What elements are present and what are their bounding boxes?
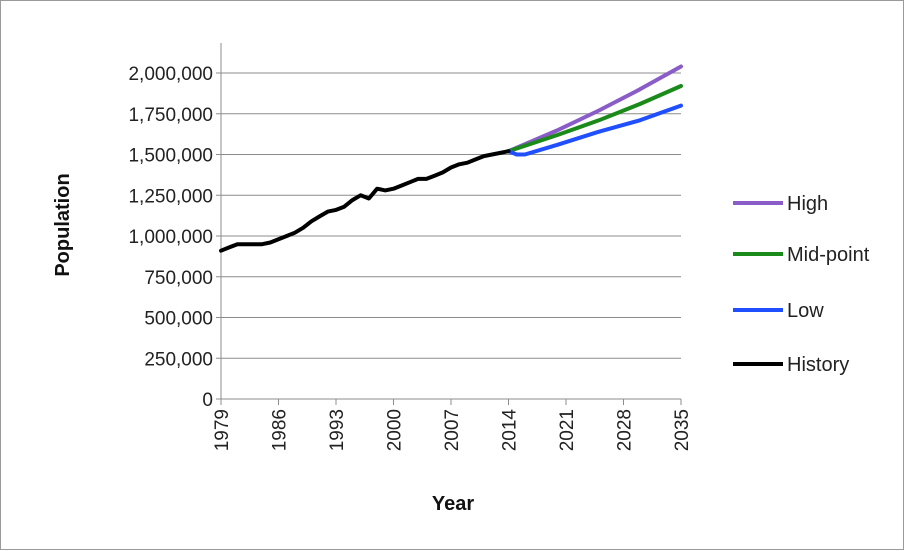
x-tick-label: 2021	[557, 409, 578, 451]
x-tick-label: 2028	[615, 409, 636, 451]
y-tick-label: 250,000	[144, 349, 213, 370]
x-tick-labels: 1979 1986 1993 2000 2007 2014 2021 2028 2035	[212, 409, 693, 452]
y-tick-label: 0	[202, 390, 213, 411]
y-tick-label: 2,000,000	[128, 64, 213, 85]
series-line-mid-point	[506, 84, 683, 154]
x-tick-label: 2035	[672, 409, 693, 451]
legend: High Mid-point Low History	[733, 193, 870, 376]
legend-label: Mid-point	[787, 244, 870, 266]
legend-label: History	[787, 354, 849, 376]
y-tick-label: 750,000	[144, 268, 213, 289]
y-tick-labels: 0 250,000 500,000 750,000 1,000,000 1,250,000…	[128, 64, 213, 411]
x-tick-label: 1979	[212, 409, 233, 451]
y-axis-title: Population	[52, 173, 74, 276]
series-line-history	[219, 149, 511, 253]
x-tick-label: 1993	[327, 409, 348, 451]
x-tick-label: 2007	[442, 409, 463, 451]
legend-label: High	[787, 193, 828, 215]
series-lines	[219, 64, 683, 253]
legend-label: Low	[787, 300, 824, 322]
series-line-low	[506, 103, 683, 157]
y-tick-label: 500,000	[144, 309, 213, 330]
y-tick-label: 1,750,000	[128, 105, 213, 126]
x-tick-label: 2000	[385, 409, 406, 451]
x-axis-title: Year	[432, 493, 474, 515]
x-tick-label: 1986	[270, 409, 291, 451]
series-line-high	[506, 64, 683, 154]
y-tick-label: 1,250,000	[128, 186, 213, 207]
y-tick-label: 1,000,000	[128, 227, 213, 248]
y-tick-label: 1,500,000	[128, 146, 213, 167]
x-tick-label: 2014	[500, 409, 521, 452]
gridlines	[221, 72, 681, 359]
axes	[216, 43, 682, 405]
